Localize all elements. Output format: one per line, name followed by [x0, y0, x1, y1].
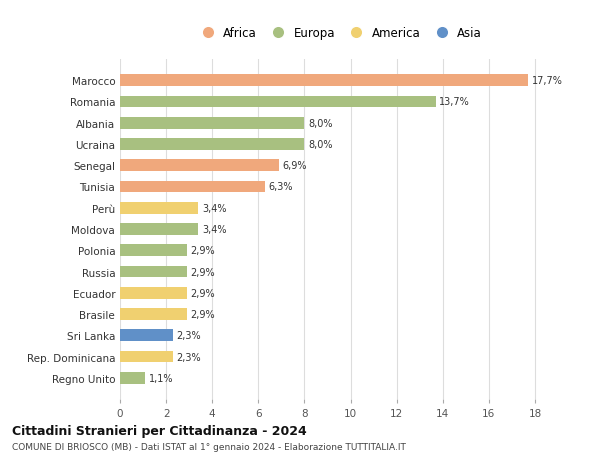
Text: 6,3%: 6,3% — [269, 182, 293, 192]
Text: 2,9%: 2,9% — [190, 309, 215, 319]
Text: 1,1%: 1,1% — [149, 373, 173, 383]
Bar — [120, 351, 173, 363]
Text: 3,4%: 3,4% — [202, 224, 226, 235]
Text: 6,9%: 6,9% — [283, 161, 307, 171]
Bar — [120, 245, 187, 257]
Text: 13,7%: 13,7% — [439, 97, 470, 107]
Text: 3,4%: 3,4% — [202, 203, 226, 213]
Bar — [120, 224, 199, 235]
Bar — [120, 118, 304, 129]
Text: Cittadini Stranieri per Cittadinanza - 2024: Cittadini Stranieri per Cittadinanza - 2… — [12, 424, 307, 437]
Bar — [120, 372, 145, 384]
Bar — [120, 139, 304, 151]
Bar — [120, 181, 265, 193]
Bar — [120, 75, 528, 87]
Text: COMUNE DI BRIOSCO (MB) - Dati ISTAT al 1° gennaio 2024 - Elaborazione TUTTITALIA: COMUNE DI BRIOSCO (MB) - Dati ISTAT al 1… — [12, 442, 406, 451]
Text: 17,7%: 17,7% — [532, 76, 562, 86]
Bar — [120, 266, 187, 278]
Bar — [120, 287, 187, 299]
Text: 2,9%: 2,9% — [190, 288, 215, 298]
Text: 2,9%: 2,9% — [190, 267, 215, 277]
Bar — [120, 160, 279, 172]
Bar — [120, 202, 199, 214]
Text: 2,9%: 2,9% — [190, 246, 215, 256]
Text: 8,0%: 8,0% — [308, 118, 332, 129]
Text: 2,3%: 2,3% — [176, 352, 201, 362]
Bar — [120, 308, 187, 320]
Bar — [120, 330, 173, 341]
Bar — [120, 96, 436, 108]
Text: 2,3%: 2,3% — [176, 330, 201, 341]
Text: 8,0%: 8,0% — [308, 140, 332, 150]
Legend: Africa, Europa, America, Asia: Africa, Europa, America, Asia — [194, 25, 484, 43]
